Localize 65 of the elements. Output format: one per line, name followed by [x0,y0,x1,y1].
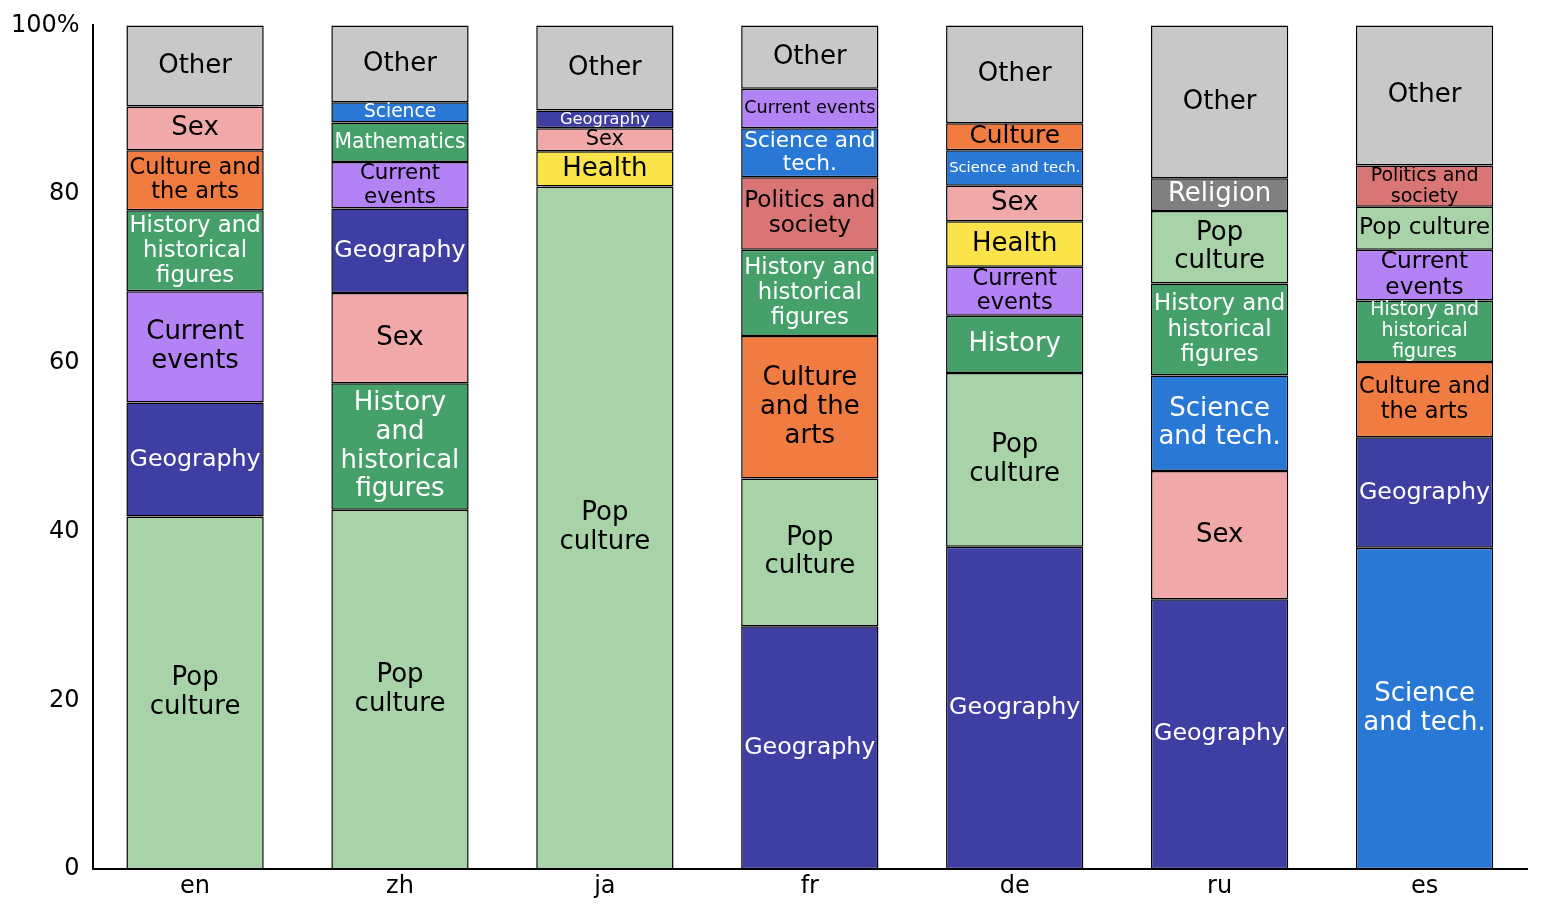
data-label: Pop culture [354,657,446,717]
y-tick-label: 20 [49,684,80,713]
data-label: Geography [744,731,876,760]
data-label: History and historical figures [129,210,261,287]
data-label: Current events [146,315,244,374]
x-tick-label: ja [593,870,616,899]
data-label: Science and tech. [1158,391,1281,451]
data-label: Sex [991,186,1039,217]
y-tick-label: 60 [49,347,80,376]
data-label: Politics and society [1370,162,1479,206]
data-label: Sex [585,126,625,151]
data-label: History and historical figures [744,252,876,329]
data-label: Geography [1358,476,1491,505]
data-label: Science and tech. [1363,676,1486,736]
data-label: Pop culture [1358,212,1491,241]
data-label: Other [363,46,438,77]
data-label: Geography [334,234,466,263]
data-label: Culture [969,120,1060,150]
data-label: Culture and the arts [1358,372,1491,423]
data-label: Geography [559,108,651,128]
data-label: Current events [359,159,441,208]
data-label: Other [158,48,233,79]
data-label: Health [562,151,648,182]
x-tick-label: es [1410,870,1439,899]
data-label: Health [972,226,1058,257]
data-label: Current events [1380,246,1469,300]
data-label: Pop culture [969,428,1061,488]
data-label: Other [1182,84,1257,115]
data-label: Mathematics [334,128,466,153]
data-label: History and historical figures [1154,289,1286,366]
data-label: Pop culture [149,661,241,720]
data-label: Other [772,39,848,70]
data-label: Pop culture [764,520,856,580]
x-tick-label: de [999,870,1030,899]
data-label: History [968,327,1061,358]
data-label: Geography [129,443,261,472]
data-label: Science [363,100,437,122]
data-label: Other [977,57,1052,88]
data-label: Geography [949,692,1081,721]
data-label: Other [1387,78,1462,109]
data-label: History and historical figures [1370,297,1479,361]
y-tick-label: 0 [64,853,80,882]
data-label: Sex [171,111,219,142]
data-label: Culture and the arts [129,152,261,204]
data-label: Current events [744,97,876,118]
x-tick-label: zh [386,870,414,899]
data-label: Current events [972,263,1058,315]
data-label: Religion [1167,177,1272,208]
data-label: Science and tech. [949,157,1081,175]
data-label: Other [567,50,643,81]
data-label: Culture and the arts [759,361,860,449]
x-tick-label: en [180,870,211,899]
data-label: Pop culture [559,496,651,555]
data-label: Sex [1195,517,1244,548]
data-label: Politics and society [744,185,876,238]
x-tick-label: ru [1207,870,1233,899]
data-label: Pop culture [1174,215,1266,275]
data-label: Geography [1154,718,1286,747]
data-label: History and historical figures [340,386,460,503]
y-tick-label: 80 [49,178,80,207]
y-tick-label: 100% [10,9,80,38]
data-label: Sex [376,320,424,351]
data-label: Science and tech. [744,126,876,176]
y-tick-label: 40 [49,515,80,544]
x-tick-label: fr [800,870,820,899]
